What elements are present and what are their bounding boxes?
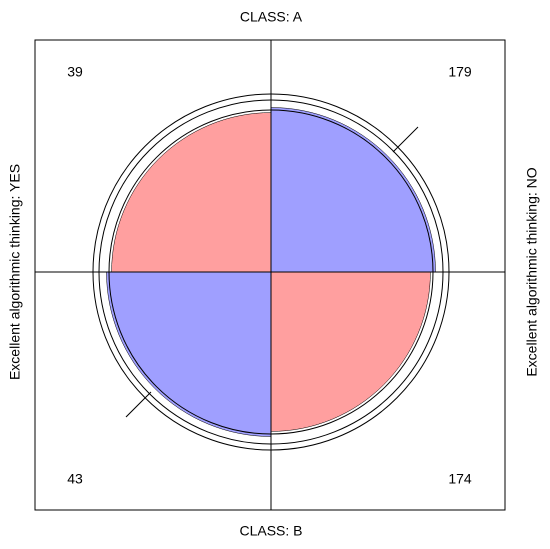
odds-line xyxy=(125,391,152,418)
quarter-circle xyxy=(106,271,272,437)
right-label: Excellent algorithmic thinking: NO xyxy=(524,167,540,376)
cell-count: 39 xyxy=(67,64,83,80)
quarter-circle xyxy=(270,271,431,432)
quarter-circle xyxy=(270,107,436,273)
quarter-circle xyxy=(111,112,272,273)
top-label: CLASS: A xyxy=(240,9,303,25)
bottom-label: CLASS: B xyxy=(239,523,302,539)
cell-count: 174 xyxy=(448,471,472,487)
left-label: Excellent algorithmic thinking: YES xyxy=(7,164,23,380)
cells: 39 179 43 174 xyxy=(35,40,505,510)
cell-count: 179 xyxy=(448,64,472,80)
odds-line xyxy=(392,126,419,153)
cell-count: 43 xyxy=(67,471,83,487)
plot-frame xyxy=(34,39,506,511)
